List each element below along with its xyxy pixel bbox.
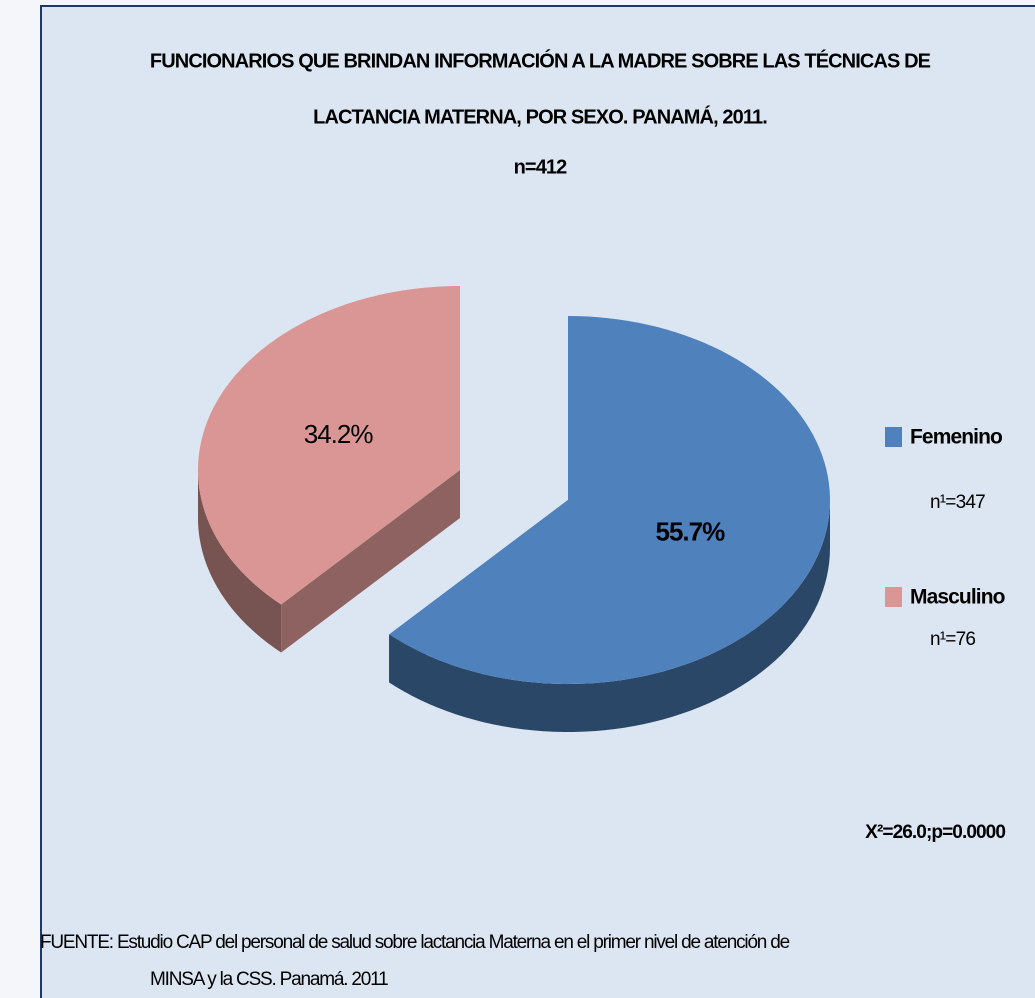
annotation: X²=26.0;p=0.0000	[865, 822, 1005, 843]
legend-note: n¹=76	[930, 629, 975, 650]
legend-label: Femenino	[910, 426, 1002, 449]
legend-label: Masculino	[910, 586, 1005, 609]
chart-title: LACTANCIA MATERNA, POR SEXO. PANAMÁ, 201…	[313, 105, 767, 128]
slice-side	[389, 500, 830, 732]
chart-subtitle: n=412	[514, 156, 568, 178]
legend-note: n¹=347	[930, 492, 985, 513]
data-label: 55.7%	[655, 517, 725, 547]
source-note: FUENTE: Estudio CAP del personal de salu…	[40, 932, 790, 953]
slice-side	[281, 470, 460, 653]
pie-slice	[198, 286, 460, 605]
pie-slice	[389, 316, 830, 684]
chart-title: FUNCIONARIOS QUE BRINDAN INFORMACIÓN A L…	[150, 48, 931, 72]
source-note: MINSA y la CSS. Panamá. 2011	[150, 969, 388, 990]
legend-swatch	[885, 587, 902, 607]
legend-swatch	[885, 427, 902, 447]
chart-panel	[40, 5, 1035, 998]
data-label: 34.2%	[304, 419, 374, 449]
slice-side	[198, 470, 282, 653]
